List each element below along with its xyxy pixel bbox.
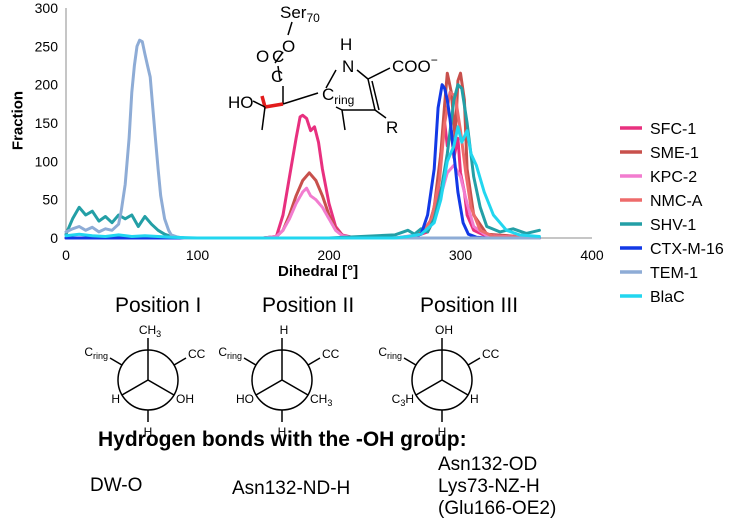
legend-label: NMC-A — [650, 193, 703, 210]
newman-substituent: H — [470, 392, 479, 406]
carbonyl-oxygen: O — [256, 47, 269, 66]
nh-hydrogen: H — [340, 35, 352, 54]
legend-label: CTX-M-16 — [650, 241, 724, 258]
bond — [335, 106, 343, 111]
legend-label: SFC-1 — [650, 121, 696, 138]
ring-nitrogen: N — [342, 57, 354, 76]
bond — [274, 51, 284, 64]
x-tick-label: 200 — [317, 247, 341, 263]
chart-series — [64, 38, 541, 240]
newman-substituent: H — [111, 392, 120, 406]
y-tick-label: 50 — [42, 192, 58, 208]
ser-label: Ser70 — [280, 3, 320, 25]
hbond-title: Hydrogen bonds with the -OH group: — [98, 428, 467, 451]
newman-bond — [467, 357, 481, 366]
series-line-blac — [64, 125, 541, 240]
y-tick-label: 0 — [50, 230, 58, 246]
newman-bond — [147, 379, 175, 396]
newman-bond — [243, 357, 257, 366]
newman-substituent: H — [278, 425, 287, 439]
newman-bond — [441, 379, 469, 396]
newman-substituent: CH3 — [139, 323, 161, 339]
hbond-item-1: DW-O — [90, 475, 143, 496]
bond — [341, 109, 346, 131]
bond — [356, 69, 369, 80]
newman-bond — [307, 357, 321, 366]
series-line-shv-1 — [64, 83, 541, 240]
bond — [282, 92, 319, 105]
ester-oxygen: O — [282, 37, 295, 56]
newman-substituent: H — [438, 425, 447, 439]
position-2-title: Position II — [262, 294, 355, 317]
bond — [367, 78, 376, 111]
x-tick-label: 300 — [449, 247, 473, 263]
newman-substituent: CC — [482, 347, 500, 361]
hbond-item-3-line-3: (Glu166-OE2) — [438, 498, 557, 519]
legend-label: KPC-2 — [650, 169, 697, 186]
position-1-title: Position I — [115, 294, 202, 317]
bond — [261, 106, 266, 131]
red-bond — [264, 102, 284, 109]
bond — [277, 65, 281, 81]
x-tick-label: 100 — [186, 247, 210, 263]
chemical-structure: Ser70 O O C C HO H N Cring COO− R — [228, 3, 438, 137]
newman-projections: CH3 Cring CC H OH H H Cring CC HO CH3 H OH Cring CC C3H… — [84, 323, 499, 439]
chart-legend: SFC-1 SME-1 KPC-2 NMC-A SHV-1 CTX-M-16 TEM-1 Bl… — [620, 121, 724, 306]
bond — [325, 69, 337, 89]
newman-substituent: HO — [236, 392, 254, 406]
newman-bond — [121, 379, 149, 396]
hydroxyl-label: HO — [228, 93, 254, 112]
newman-bond — [281, 379, 309, 396]
series-line-kpc-2 — [64, 163, 541, 240]
x-tick-label: 400 — [580, 247, 604, 263]
legend-label: SME-1 — [650, 145, 699, 162]
y-tick-label: 300 — [35, 0, 59, 16]
newman-bond — [403, 357, 417, 366]
r-group: R — [386, 118, 398, 137]
bond — [371, 80, 380, 111]
newman-bond — [109, 357, 123, 366]
series-line-ctx-m-16 — [64, 83, 541, 240]
carbonyl-carbon-2: C — [271, 67, 283, 86]
legend-label: SHV-1 — [650, 217, 696, 234]
red-bond — [260, 95, 267, 108]
series-line-tem-1 — [64, 38, 541, 240]
newman-substituent: OH — [176, 392, 194, 406]
carboxylate-label: COO− — [392, 53, 438, 76]
newman-substituent: C3H — [392, 392, 414, 408]
y-tick-label: 100 — [35, 153, 59, 169]
c-ring-label: Cring — [322, 85, 354, 107]
legend-label: TEM-1 — [650, 265, 698, 282]
bond — [252, 100, 266, 108]
hbond-item-3-line-2: Lys73-NZ-H — [438, 476, 540, 497]
x-tick-label: 0 — [62, 247, 70, 263]
newman-substituent: H — [280, 323, 289, 337]
y-tick-label: 200 — [35, 77, 59, 93]
newman-substituent: CH3 — [310, 392, 332, 408]
legend-label: BlaC — [650, 289, 685, 306]
newman-bond — [173, 357, 187, 366]
y-tick-label: 150 — [35, 115, 59, 131]
carbonyl-carbon: C — [272, 47, 284, 66]
position-3-title: Position III — [420, 294, 519, 317]
newman-substituent: Cring — [378, 345, 402, 361]
newman-substituent: CC — [188, 347, 206, 361]
newman-substituent: Cring — [218, 345, 242, 361]
y-axis-label: Fraction — [9, 90, 27, 151]
newman-substituent: CC — [322, 347, 340, 361]
newman-substituent: H — [144, 425, 153, 439]
hbond-item-2: Asn132-ND-H — [232, 478, 351, 499]
newman-bond — [255, 379, 283, 396]
y-tick-label: 250 — [35, 38, 59, 54]
x-axis-label: Dihedral [°] — [278, 263, 359, 280]
newman-substituent: Cring — [84, 345, 108, 361]
bond — [367, 67, 391, 80]
bond — [287, 21, 293, 36]
newman-bond — [415, 379, 443, 396]
bond — [374, 109, 387, 119]
hbond-item-3-line-1: Asn132-OD — [438, 454, 538, 475]
tick-labels: 0 50 100 150 200 250 300 0 100 200 300 400 — [35, 0, 604, 263]
newman-substituent: OH — [435, 323, 453, 337]
